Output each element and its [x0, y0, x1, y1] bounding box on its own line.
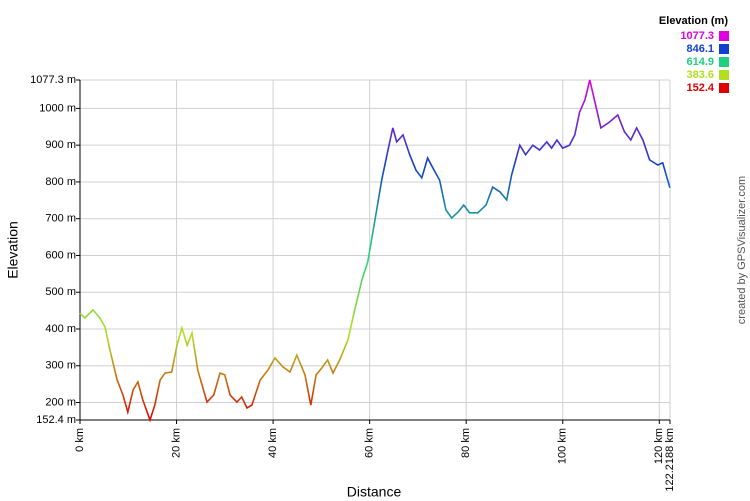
- legend-label: 383.6: [686, 69, 714, 81]
- y-tick-label: 800 m: [45, 176, 76, 188]
- x-tick-label: 120 km: [653, 428, 665, 464]
- x-tick-label: 80 km: [460, 428, 472, 458]
- y-tick-label: 1077.3 m: [30, 74, 76, 86]
- x-tick-label: 40 km: [267, 428, 279, 458]
- x-axis-title: Distance: [347, 484, 402, 500]
- y-tick-label: 1000 m: [39, 102, 76, 114]
- credit: created by GPSVisualizer.com: [736, 176, 748, 324]
- y-tick-label: 600 m: [45, 249, 76, 261]
- y-tick-label: 500 m: [45, 286, 76, 298]
- y-tick-label: 300 m: [45, 360, 76, 372]
- x-tick-label: 100 km: [557, 428, 569, 464]
- y-tick-label: 700 m: [45, 213, 76, 225]
- legend-label: 1077.3: [680, 30, 714, 42]
- legend-label: 614.9: [686, 56, 714, 68]
- legend-swatch: [719, 83, 729, 93]
- legend-title: Elevation (m): [659, 15, 728, 27]
- legend-label: 846.1: [686, 43, 714, 55]
- y-axis-title: Elevation: [5, 221, 21, 279]
- legend-label: 152.4: [686, 82, 714, 94]
- legend-swatch: [719, 31, 729, 41]
- elevation-line: [79, 79, 671, 423]
- y-tick-label: 900 m: [45, 139, 76, 151]
- y-tick-label: 152.4 m: [36, 414, 76, 426]
- y-tick-label: 400 m: [45, 323, 76, 335]
- x-tick-label: 60 km: [364, 428, 376, 458]
- x-tick-label: 0 km: [74, 428, 86, 452]
- legend-swatch: [719, 70, 729, 80]
- x-tick-label: 122.2188 km: [664, 428, 676, 492]
- legend-swatch: [719, 44, 729, 54]
- y-tick-label: 200 m: [45, 396, 76, 408]
- legend-swatch: [719, 57, 729, 67]
- x-tick-label: 20 km: [170, 428, 182, 458]
